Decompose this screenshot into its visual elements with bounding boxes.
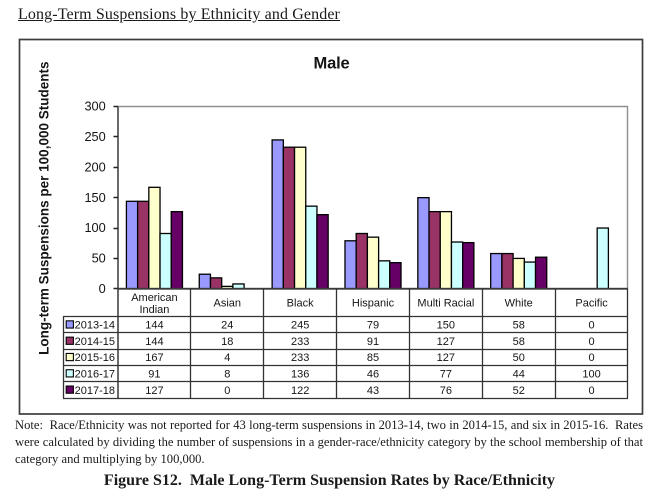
svg-text:85: 85: [367, 352, 379, 364]
svg-text:0: 0: [589, 320, 595, 332]
svg-text:44: 44: [513, 368, 525, 380]
svg-text:250: 250: [84, 129, 105, 144]
svg-text:150: 150: [84, 190, 105, 205]
svg-text:127: 127: [437, 352, 455, 364]
svg-text:0: 0: [589, 385, 595, 397]
svg-text:Indian: Indian: [139, 304, 169, 316]
svg-text:Asian: Asian: [214, 298, 242, 310]
svg-text:0: 0: [589, 352, 595, 364]
svg-text:200: 200: [84, 159, 105, 174]
svg-text:Hispanic: Hispanic: [352, 298, 395, 310]
svg-text:Black: Black: [287, 298, 314, 310]
svg-text:0: 0: [99, 281, 106, 296]
svg-text:144: 144: [145, 336, 163, 348]
svg-text:Pacific: Pacific: [575, 298, 608, 310]
svg-text:245: 245: [291, 320, 309, 332]
svg-text:100: 100: [582, 368, 600, 380]
svg-text:167: 167: [145, 352, 163, 364]
svg-text:0: 0: [589, 336, 595, 348]
svg-text:79: 79: [367, 320, 379, 332]
svg-text:233: 233: [291, 352, 309, 364]
svg-text:150: 150: [437, 320, 455, 332]
svg-text:122: 122: [291, 385, 309, 397]
svg-text:White: White: [505, 298, 533, 310]
svg-text:2017-18: 2017-18: [75, 385, 115, 397]
svg-text:8: 8: [224, 368, 230, 380]
svg-text:Multi Racial: Multi Racial: [417, 298, 474, 310]
svg-text:100: 100: [84, 220, 105, 235]
svg-text:136: 136: [291, 368, 309, 380]
svg-text:50: 50: [513, 352, 525, 364]
svg-text:76: 76: [440, 385, 452, 397]
svg-text:2014-15: 2014-15: [75, 336, 115, 348]
svg-text:Male: Male: [314, 54, 350, 72]
svg-text:127: 127: [437, 336, 455, 348]
svg-text:2015-16: 2015-16: [75, 352, 115, 364]
svg-text:127: 127: [145, 385, 163, 397]
svg-text:91: 91: [367, 336, 379, 348]
svg-text:4: 4: [224, 352, 230, 364]
svg-text:144: 144: [145, 320, 163, 332]
svg-text:58: 58: [513, 336, 525, 348]
svg-text:233: 233: [291, 336, 309, 348]
svg-text:Long-term Suspensions per 100,: Long-term Suspensions per 100,000 Studen…: [36, 62, 51, 355]
svg-text:24: 24: [221, 320, 233, 332]
svg-text:46: 46: [367, 368, 379, 380]
svg-text:50: 50: [92, 251, 106, 266]
svg-text:American: American: [131, 292, 177, 304]
svg-text:18: 18: [221, 336, 233, 348]
svg-text:77: 77: [440, 368, 452, 380]
svg-text:43: 43: [367, 385, 379, 397]
svg-text:2013-14: 2013-14: [75, 320, 115, 332]
svg-text:52: 52: [513, 385, 525, 397]
svg-text:91: 91: [148, 368, 160, 380]
svg-text:58: 58: [513, 320, 525, 332]
svg-text:0: 0: [224, 385, 230, 397]
svg-text:2016-17: 2016-17: [75, 368, 115, 380]
svg-text:300: 300: [84, 99, 105, 114]
